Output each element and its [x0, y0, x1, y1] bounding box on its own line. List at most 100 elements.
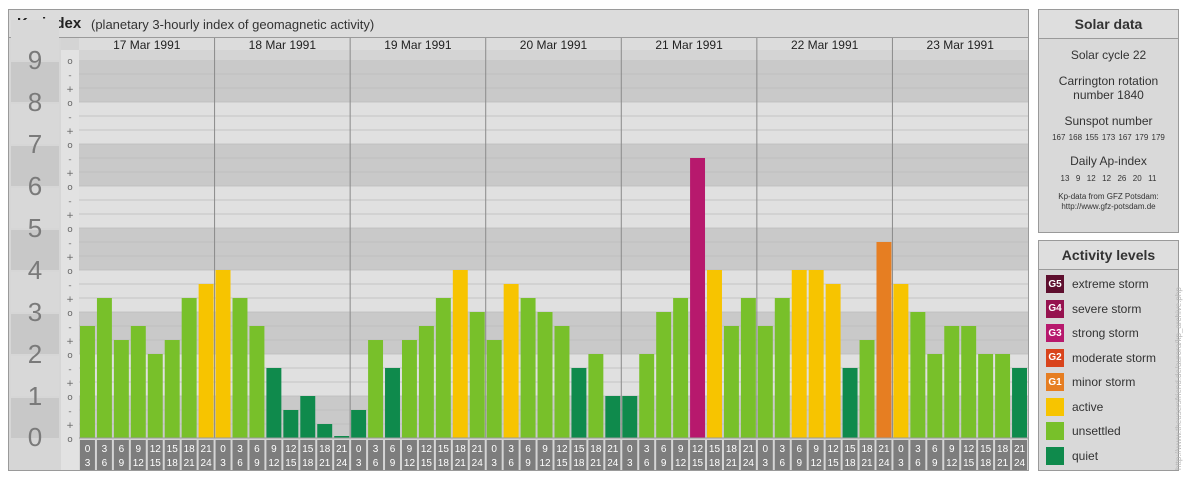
interval-cell [181, 440, 197, 470]
legend-swatch [1046, 446, 1064, 465]
interval-start-label: 6 [254, 444, 260, 455]
interval-start-label: 15 [438, 444, 450, 455]
interval-start-label: 0 [220, 444, 226, 455]
interval-end-label: 24 [743, 458, 755, 469]
interval-end-label: 9 [254, 458, 260, 469]
interval-end-label: 3 [85, 458, 91, 469]
y-tick-label: 9 [28, 45, 42, 75]
interval-cell [859, 440, 875, 470]
interval-cell [266, 440, 282, 470]
legend-label: unsettled [1072, 424, 1121, 438]
y-tick-cell [11, 20, 59, 60]
y-subtick-label: o [67, 225, 73, 235]
interval-cell [232, 440, 248, 470]
y-subtick-label: - [68, 197, 71, 207]
interval-end-label: 12 [811, 458, 823, 469]
interval-cell [893, 440, 909, 470]
interval-end-label: 9 [796, 458, 802, 469]
y-tick-label: 1 [28, 381, 42, 411]
interval-cell [113, 440, 129, 470]
interval-end-label: 6 [644, 458, 650, 469]
legend-label: strong storm [1072, 326, 1139, 340]
interval-cell [978, 440, 994, 470]
y-tick-label: 8 [28, 87, 42, 117]
interval-cell [334, 440, 350, 470]
interval-cell [774, 440, 790, 470]
interval-start-label: 9 [678, 444, 684, 455]
interval-end-label: 3 [491, 458, 497, 469]
legend-swatch: G4 [1046, 299, 1064, 318]
kp-band [79, 144, 1028, 186]
legend-item: G1 minor storm [1046, 372, 1135, 392]
interval-cell [605, 440, 621, 470]
interval-start-label: 3 [237, 444, 243, 455]
interval-cell [588, 440, 604, 470]
y-tick-label: 5 [28, 213, 42, 243]
chart-title-bar: Kp-index (planetary 3-hourly index of ge… [9, 10, 1028, 38]
legend-swatch: G3 [1046, 324, 1064, 342]
kp-chart-panel: Kp-index (planetary 3-hourly index of ge… [8, 9, 1029, 471]
source-line1: Kp-data from GFZ Potsdam: [1058, 192, 1159, 201]
interval-cell [469, 440, 485, 470]
interval-start-label: 12 [285, 444, 297, 455]
kp-bar [368, 340, 384, 438]
kp-bar [944, 325, 960, 438]
kp-bar [859, 340, 875, 438]
kp-bar [181, 298, 197, 438]
day-label: 19 Mar 1991 [384, 38, 452, 52]
interval-start-label: 9 [407, 444, 413, 455]
kp-bar [825, 283, 841, 438]
interval-end-label: 21 [997, 458, 1009, 469]
kp-bar [571, 367, 587, 438]
kp-bar [876, 241, 892, 438]
interval-start-label: 18 [319, 444, 331, 455]
legend-swatch: G5 [1046, 275, 1064, 293]
interval-end-label: 21 [455, 458, 467, 469]
interval-cell [368, 440, 384, 470]
interval-end-label: 18 [438, 458, 450, 469]
interval-cell [198, 440, 214, 470]
interval-end-label: 21 [861, 458, 873, 469]
interval-end-label: 15 [556, 458, 568, 469]
interval-cell [164, 440, 180, 470]
y-tick-cell [11, 398, 59, 438]
y-subtick-label: + [66, 169, 74, 179]
y-tick-cell [11, 146, 59, 186]
kp-bar [113, 340, 129, 438]
interval-cell [435, 440, 451, 470]
kp-bar [520, 298, 536, 438]
interval-end-label: 3 [763, 458, 769, 469]
interval-start-label: 6 [932, 444, 938, 455]
interval-cell [385, 440, 400, 470]
legend-item: quiet [1046, 446, 1098, 466]
interval-cell [317, 440, 333, 470]
source-link[interactable]: http://www.gfz-potsdam.de [1061, 202, 1156, 211]
kp-bar [164, 340, 180, 438]
interval-end-label: 3 [356, 458, 362, 469]
interval-start-label: 9 [949, 444, 955, 455]
carrington-rotation-line1: Carrington rotation [1058, 74, 1159, 88]
y-subtick-label: + [66, 295, 74, 305]
day-label: 17 Mar 1991 [113, 38, 181, 52]
kp-bar [622, 396, 638, 438]
legend-swatch: G1 [1046, 373, 1064, 391]
y-tick-cell [11, 230, 59, 270]
interval-cell [96, 440, 112, 470]
kp-bar [452, 270, 468, 438]
kp-bar [910, 312, 926, 438]
legend-label: minor storm [1072, 375, 1136, 389]
y-subtick-label: - [68, 407, 71, 417]
carrington-rotation-line2: number 1840 [1073, 88, 1144, 102]
kp-bar [486, 340, 502, 438]
interval-start-label: 15 [709, 444, 721, 455]
y-tick-label: 7 [28, 129, 42, 159]
interval-cell [1012, 440, 1027, 470]
interval-cell [842, 440, 858, 470]
interval-end-label: 15 [828, 458, 840, 469]
interval-cell [452, 440, 468, 470]
kp-bar [537, 312, 553, 438]
kp-bar [673, 298, 689, 438]
interval-start-label: 3 [373, 444, 379, 455]
y-tick-label: 3 [28, 297, 42, 327]
interval-end-label: 9 [119, 458, 125, 469]
